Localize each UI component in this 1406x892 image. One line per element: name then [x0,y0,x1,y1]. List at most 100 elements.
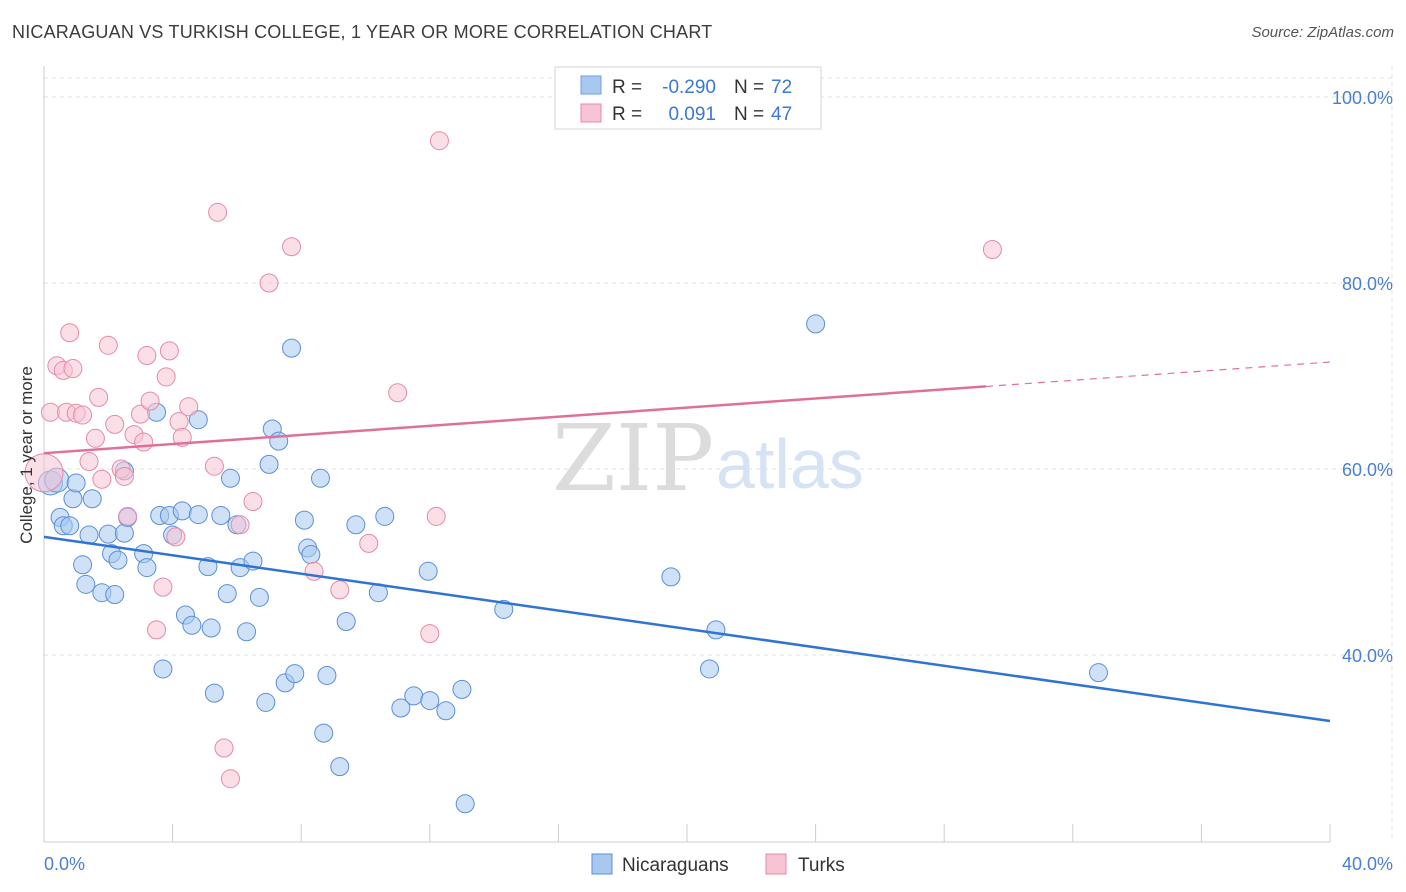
point-nicaraguans [66,473,86,493]
legend-swatch-nicaraguans [580,75,602,95]
point-turks [429,131,449,151]
point-nicaraguans [137,558,157,578]
point-turks [147,620,167,640]
point-nicaraguans [204,683,224,703]
point-nicaraguans [60,516,80,536]
point-turks [259,273,279,293]
point-nicaraguans [172,501,192,521]
point-nicaraguans [301,545,321,565]
series-legend-label-turks: Turks [798,855,845,876]
legend-r-label-1: R = [612,77,642,98]
point-nicaraguans [418,561,438,581]
point-nicaraguans [294,510,314,530]
point-turks [73,405,93,425]
x-tick-label: 40.0% [1342,854,1393,874]
chart-title: NICARAGUAN VS TURKISH COLLEGE, 1 YEAR OR… [12,22,713,42]
point-nicaraguans [391,698,411,718]
y-axis-label: College, 1 year or more [17,366,36,544]
point-nicaraguans [108,550,128,570]
point-turks [85,428,105,448]
x-tick-label: 0.0% [44,854,85,874]
legend-r-label-2: R = [612,104,642,125]
point-nicaraguans [153,659,173,679]
point-turks [24,453,64,493]
point-nicaraguans [182,615,202,635]
legend-r-value-1: -0.290 [662,77,716,98]
point-turks [166,527,186,547]
trend-line-turks [43,385,987,455]
point-turks [130,404,150,424]
point-nicaraguans [259,454,279,474]
point-turks [156,367,176,387]
series-legend: Nicaraguans Turks [591,853,845,876]
point-turks [134,432,154,452]
trend-line-nicaraguans [43,535,1331,723]
point-turks [420,624,440,644]
point-turks [388,383,408,403]
watermark-zip: ZIP [552,405,714,512]
point-turks [243,492,263,512]
point-nicaraguans [256,692,276,712]
y-tick-label: 100.0% [1332,88,1393,108]
point-nicaraguans [82,489,102,509]
point-nicaraguans [310,468,330,488]
legend-n-label-2: N = [734,104,764,125]
point-turks [63,359,83,379]
point-turks [179,397,199,417]
point-turks [204,456,224,476]
point-turks [214,738,234,758]
correlation-legend: R = -0.290 N = 72 R = 0.091 N = 47 [554,66,822,130]
point-nicaraguans [73,555,93,575]
y-tick-label: 60.0% [1342,460,1393,480]
point-nicaraguans [375,506,395,526]
point-turks [140,391,160,411]
point-nicaraguans [806,314,826,334]
tick-labels: 100.0% 80.0% 60.0% 40.0% 0.0% 40.0% [44,88,1393,874]
y-tick-label: 80.0% [1342,274,1393,294]
series-legend-label-nicaraguans: Nicaraguans [622,855,729,876]
point-turks [137,346,157,366]
point-nicaraguans [282,338,302,358]
point-nicaraguans [63,489,83,509]
point-turks [153,577,173,597]
point-nicaraguans [188,505,208,525]
point-turks [105,414,125,434]
point-nicaraguans [436,701,456,721]
point-turks [330,580,350,600]
y-tick-label: 40.0% [1342,646,1393,666]
point-turks [79,452,99,472]
point-nicaraguans [201,618,221,638]
point-nicaraguans [346,515,366,535]
point-nicaraguans [330,757,350,777]
point-nicaraguans [98,524,118,544]
point-nicaraguans [220,468,240,488]
point-turks [118,506,138,526]
trend-line-turks-extension [985,361,1331,388]
point-nicaraguans [188,410,208,430]
watermark-atlas: atlas [716,425,864,503]
point-turks [89,387,109,407]
point-nicaraguans [317,665,337,685]
point-nicaraguans [285,664,305,684]
legend-swatch-turks [580,103,602,123]
data-points [24,131,1109,814]
point-nicaraguans [314,723,334,743]
legend-n-value-2: 47 [771,104,792,125]
point-turks [92,469,112,489]
point-turks [359,533,379,553]
point-turks [982,240,1002,260]
point-nicaraguans [105,585,125,605]
point-nicaraguans [249,587,269,607]
point-nicaraguans [217,584,237,604]
point-nicaraguans [1089,663,1109,683]
point-nicaraguans [420,691,440,711]
point-nicaraguans [211,506,231,525]
point-nicaraguans [336,612,356,632]
point-nicaraguans [404,686,424,706]
series-legend-swatch-turks [765,853,787,875]
source-credit: Source: ZipAtlas.com [1251,24,1394,41]
point-nicaraguans [700,659,720,679]
point-nicaraguans [706,620,726,640]
point-turks [230,515,250,535]
